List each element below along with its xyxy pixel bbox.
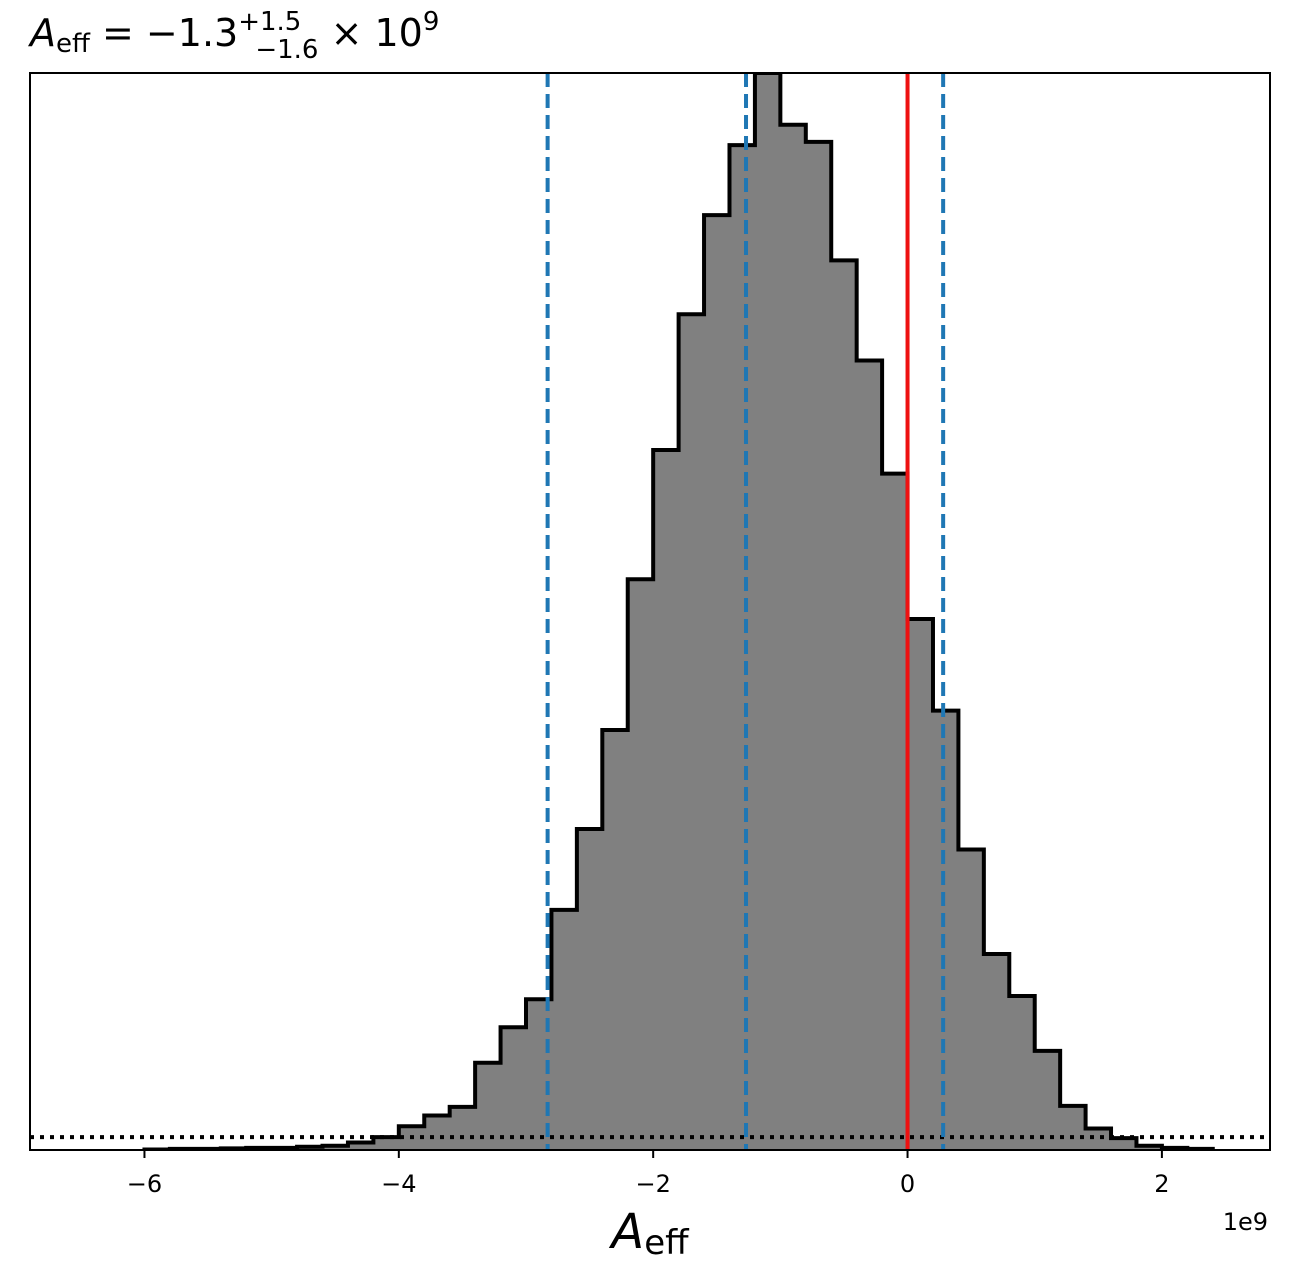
histogram-bar: [653, 449, 680, 1150]
chart-title: Aeff = −1.3+1.5 −1.6 × 109: [27, 7, 439, 65]
histogram-bar: [373, 1137, 400, 1150]
title-sup: +1.5: [238, 7, 301, 37]
histogram-bar: [449, 1106, 476, 1150]
title-equals: =: [90, 11, 146, 55]
histogram-bar: [1111, 1138, 1137, 1150]
x-axis-label: Aeff: [608, 1204, 690, 1263]
histogram-bar: [475, 1062, 502, 1150]
histogram-bar: [1060, 1105, 1087, 1150]
title-var-sub: eff: [56, 29, 91, 59]
x-tick-label: 2: [1154, 1170, 1169, 1198]
histogram-bar: [983, 953, 1010, 1150]
histogram-bar: [729, 145, 756, 1150]
histogram-bar: [958, 849, 985, 1150]
plot-frame: [29, 72, 1271, 1151]
histogram-bar: [1009, 995, 1036, 1150]
histogram-bar: [322, 1145, 349, 1150]
histogram-bar: [831, 260, 858, 1150]
x-axis-label-var: A: [608, 1204, 644, 1260]
title-value: −1.3: [146, 11, 238, 55]
title-sub: −1.6: [255, 35, 318, 65]
x-tick-label: −6: [127, 1170, 162, 1198]
x-axis-label-sub: eff: [644, 1223, 690, 1263]
title-exp: 9: [423, 7, 440, 37]
histogram-bar: [602, 729, 629, 1150]
histogram-bar: [347, 1142, 374, 1150]
histogram-bar: [932, 710, 959, 1150]
histogram-bar: [805, 141, 832, 1150]
title-times: × 10: [318, 11, 422, 55]
histogram-bar: [627, 579, 654, 1150]
histogram-bar: [780, 124, 807, 1150]
histogram-bar: [424, 1115, 451, 1150]
x-tick-label: 0: [900, 1170, 915, 1198]
x-tick-label: −2: [635, 1170, 670, 1198]
x-axis-offset-text: 1e9: [1223, 1208, 1268, 1236]
histogram-bar: [1034, 1050, 1061, 1150]
histogram-bar: [1136, 1145, 1163, 1150]
histogram-bar: [882, 473, 909, 1150]
histogram-bar: [500, 1027, 527, 1150]
histogram-bar: [678, 314, 705, 1150]
histogram-bar: [907, 619, 934, 1150]
histogram-bar: [1085, 1128, 1112, 1150]
histogram-bar: [576, 829, 603, 1150]
x-tick-label: −4: [381, 1170, 416, 1198]
histogram-bar: [754, 73, 781, 1150]
histogram-bar: [551, 909, 578, 1150]
title-var: A: [27, 11, 56, 55]
histogram-outline: [142, 73, 1215, 1150]
histogram-bar: [856, 360, 883, 1150]
plot-area: [30, 73, 1270, 1150]
x-axis: −6 −4 −2 0 2: [29, 72, 1271, 1198]
histogram-bar: [704, 215, 730, 1150]
